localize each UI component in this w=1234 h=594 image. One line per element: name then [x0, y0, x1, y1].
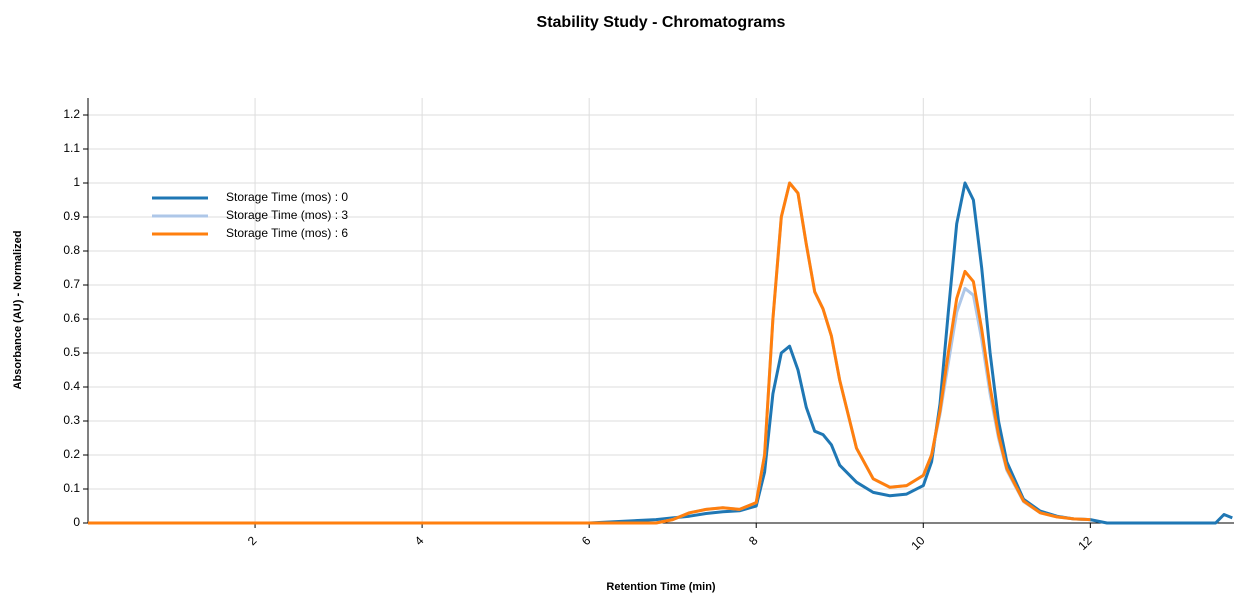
- x-tick-label: 6: [579, 533, 594, 548]
- y-tick-label: 0.8: [63, 243, 80, 257]
- y-tick-label: 0.6: [63, 311, 80, 325]
- legend-label: Storage Time (mos) : 3: [226, 208, 348, 222]
- x-tick-label: 2: [245, 533, 260, 548]
- y-tick-label: 1.2: [63, 107, 80, 121]
- series-line: [88, 181, 1091, 525]
- y-tick-label: 0.1: [63, 481, 80, 495]
- y-tick-label: 0.9: [63, 209, 80, 223]
- y-tick-label: 0.2: [63, 447, 80, 461]
- legend-label: Storage Time (mos) : 0: [226, 190, 348, 204]
- x-tick-label: 10: [908, 533, 928, 553]
- chart-title: Stability Study - Chromatograms: [537, 14, 786, 31]
- y-tick-label: 0.3: [63, 413, 80, 427]
- y-tick-label: 0: [73, 515, 80, 529]
- legend-label: Storage Time (mos) : 6: [226, 226, 348, 240]
- x-tick-label: 12: [1075, 533, 1095, 553]
- y-tick-label: 1: [73, 175, 80, 189]
- y-axis-label: Absorbance (AU) - Normalized: [12, 231, 24, 390]
- y-tick-label: 0.5: [63, 345, 80, 359]
- x-axis-label: Retention Time (min): [606, 581, 716, 593]
- y-tick-label: 0.7: [63, 277, 80, 291]
- y-tick-label: 1.1: [63, 141, 80, 155]
- x-tick-label: 4: [412, 533, 427, 548]
- x-tick-label: 8: [746, 533, 761, 548]
- y-tick-label: 0.4: [63, 379, 80, 393]
